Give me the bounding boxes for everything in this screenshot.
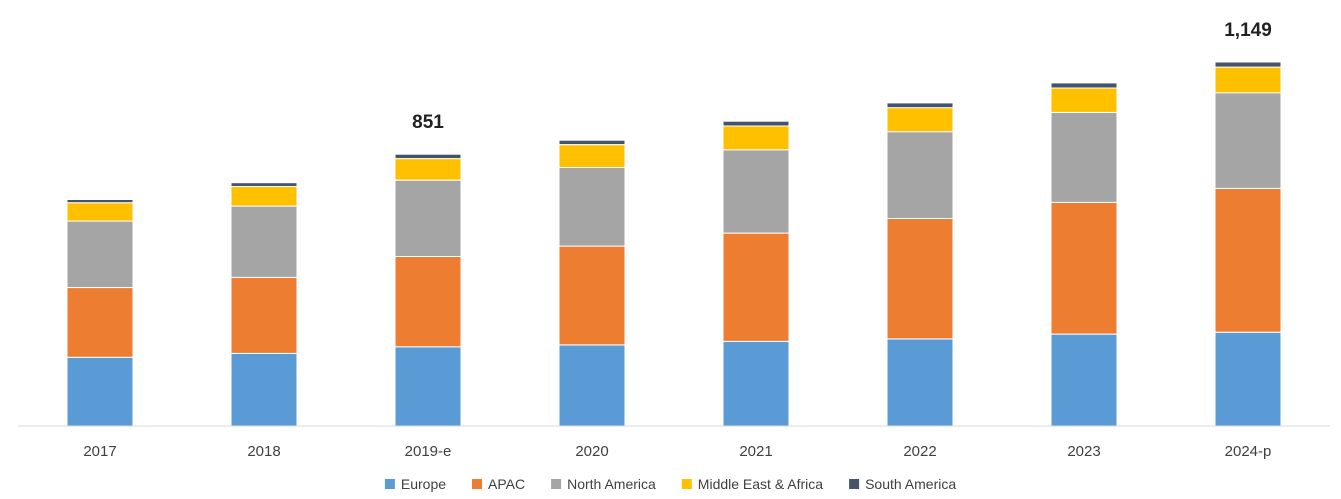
bar-2022-europe — [886, 338, 954, 427]
bar-2023-south-america — [1050, 82, 1118, 89]
x-tick-label: 2022 — [903, 443, 936, 460]
legend-swatch-south-america — [849, 479, 860, 489]
bar-2020-europe — [558, 344, 626, 427]
bar-2019-e-apac — [394, 256, 462, 348]
legend-label: South America — [865, 476, 956, 492]
x-tick-label: 2023 — [1067, 443, 1100, 460]
bar-2021-apac — [722, 232, 790, 342]
bar-2018-middle-east-africa — [230, 186, 298, 207]
bar-2022-middle-east-africa — [886, 107, 954, 133]
bar-2023-middle-east-africa — [1050, 87, 1118, 113]
bar-2017-north-america — [66, 220, 134, 288]
bar-2024-p-south-america — [1214, 61, 1282, 68]
x-tick-label: 2017 — [83, 443, 116, 460]
bar-2021-south-america — [722, 120, 790, 127]
bar-2017-apac — [66, 287, 134, 358]
legend-label: North America — [567, 476, 656, 492]
bar-2020-north-america — [558, 167, 626, 247]
bar-2023-apac — [1050, 201, 1118, 335]
legend-swatch-north-america — [551, 479, 562, 489]
bar-2021-europe — [722, 340, 790, 427]
bar-2024-p-middle-east-africa — [1214, 66, 1282, 94]
x-tick-label: 2018 — [247, 443, 280, 460]
bar-2022-apac — [886, 218, 954, 340]
data-labels: 851 1,149 — [412, 20, 1272, 133]
bar-2022-north-america — [886, 131, 954, 219]
x-tick-label: 2020 — [575, 443, 608, 460]
bar-2023-north-america — [1050, 111, 1118, 203]
legend-label: APAC — [488, 476, 525, 492]
x-tick-label: 2024-p — [1225, 443, 1272, 460]
bar-2019-e-europe — [394, 346, 462, 427]
bar-2018-north-america — [230, 205, 298, 278]
bar-2018-europe — [230, 353, 298, 427]
data-label-total: 1,149 — [1224, 20, 1272, 41]
bars-layer — [66, 61, 1282, 427]
legend-swatch-europe — [384, 479, 395, 489]
bar-2019-e-north-america — [394, 179, 462, 257]
bar-2020-middle-east-africa — [558, 144, 626, 168]
data-label-total: 851 — [412, 112, 444, 133]
bar-2024-p-apac — [1214, 187, 1282, 333]
legend: Europe APAC North America Middle East & Afr… — [384, 476, 956, 492]
bar-2019-e-south-america — [394, 153, 462, 160]
bar-2020-apac — [558, 245, 626, 346]
bar-2017-south-america — [66, 199, 134, 204]
legend-label: Europe — [401, 476, 446, 492]
bar-2024-p-north-america — [1214, 92, 1282, 189]
legend-swatch-apac — [472, 479, 482, 489]
bar-2023-europe — [1050, 333, 1118, 427]
legend-swatch-middle-east-africa — [681, 479, 692, 489]
bar-2018-apac — [230, 276, 298, 354]
bar-2022-south-america — [886, 102, 954, 109]
bar-2024-p-europe — [1214, 331, 1282, 427]
x-tick-label: 2021 — [739, 443, 772, 460]
bar-2017-middle-east-africa — [66, 202, 134, 222]
bar-2018-south-america — [230, 182, 298, 187]
bar-2019-e-middle-east-africa — [394, 158, 462, 181]
bar-2021-north-america — [722, 149, 790, 234]
x-tick-labels: 2017 2018 2019-e 2020 2021 2022 2023 2024-p — [83, 443, 1271, 460]
bar-2017-europe — [66, 356, 134, 427]
x-tick-label: 2019-e — [405, 443, 452, 460]
bar-2021-middle-east-africa — [722, 125, 790, 151]
legend-label: Middle East & Africa — [698, 476, 823, 492]
bar-2020-south-america — [558, 139, 626, 146]
